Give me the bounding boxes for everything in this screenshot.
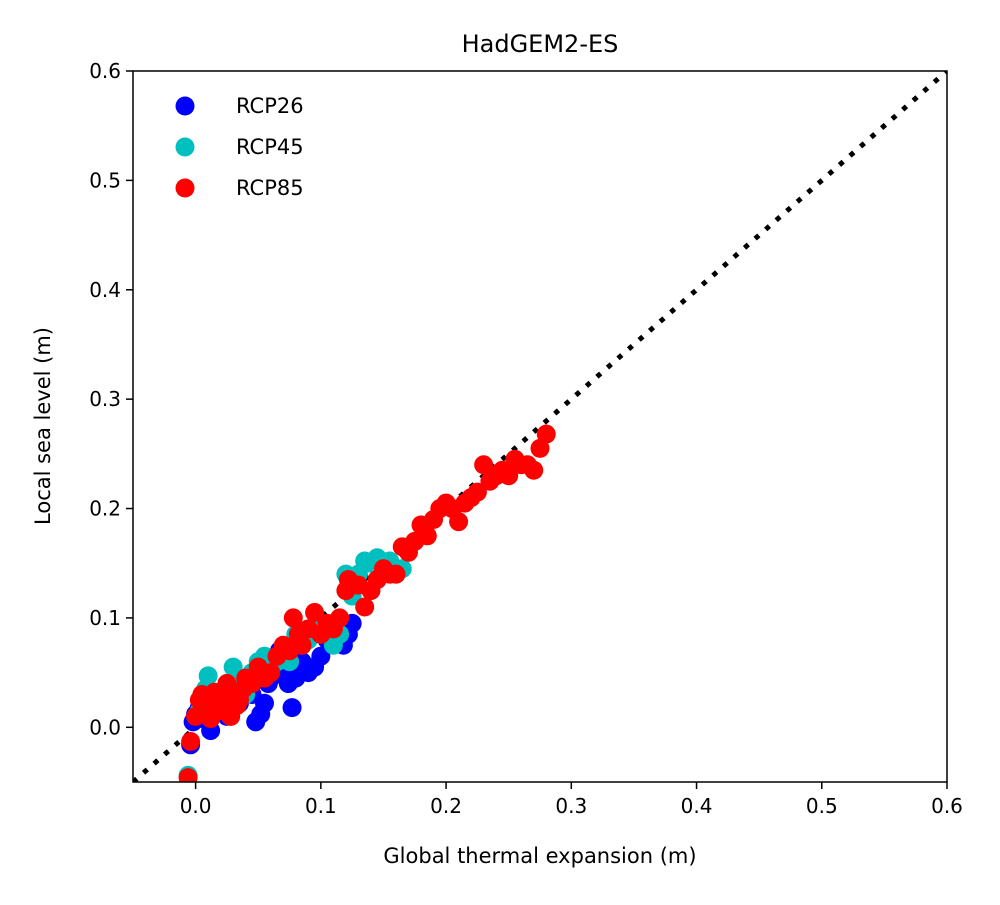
data-point [536, 424, 556, 444]
data-point [261, 663, 281, 683]
x-tick-label: 0.2 [430, 794, 462, 818]
y-tick-label: 0.1 [89, 606, 121, 630]
x-tick-label: 0.4 [681, 794, 713, 818]
legend-label: RCP45 [236, 135, 304, 159]
legend-label: RCP26 [236, 94, 304, 118]
legend-label: RCP85 [236, 176, 304, 200]
y-tick-label: 0.6 [89, 59, 121, 83]
data-point [178, 768, 198, 782]
legend-marker [175, 137, 195, 157]
data-point [305, 602, 325, 622]
x-tick-label: 0.3 [555, 794, 587, 818]
data-point [524, 460, 544, 480]
x-axis-title: Global thermal expansion (m) [383, 844, 696, 868]
legend-marker [175, 178, 195, 198]
y-tick-label: 0.3 [89, 387, 121, 411]
data-point [386, 564, 406, 584]
data-point [283, 608, 303, 628]
y-axis-title: Local sea level (m) [31, 327, 55, 525]
plot-content [133, 71, 947, 782]
reference-line [133, 71, 947, 782]
x-tick-label: 0.6 [931, 794, 963, 818]
legend-item-rcp26: RCP26 [175, 94, 304, 118]
series-rcp85 [178, 424, 556, 782]
legend: RCP26 RCP45 RCP85 [175, 94, 304, 200]
data-point [198, 666, 218, 686]
data-point [181, 732, 201, 752]
data-point [292, 635, 312, 655]
data-point [530, 438, 550, 458]
data-point [330, 608, 350, 628]
data-point [499, 466, 519, 486]
data-point [254, 693, 274, 713]
plot-area [133, 71, 947, 782]
data-point [282, 698, 302, 718]
y-tick-label: 0.4 [89, 278, 121, 302]
y-tick-label: 0.2 [89, 497, 121, 521]
legend-marker [175, 96, 195, 116]
x-tick-label: 0.5 [806, 794, 838, 818]
legend-item-rcp45: RCP45 [175, 135, 304, 159]
data-point [474, 455, 494, 475]
y-tick-label: 0.5 [89, 168, 121, 192]
plot-frame [132, 70, 948, 783]
x-axis: 0.0 0.1 0.2 0.3 0.4 0.5 0.6 [180, 782, 963, 818]
x-tick-label: 0.0 [180, 794, 212, 818]
data-point [355, 597, 375, 617]
legend-item-rcp85: RCP85 [175, 176, 304, 200]
chart-title: HadGEM2-ES [462, 30, 619, 58]
data-point [467, 482, 487, 502]
x-tick-label: 0.1 [305, 794, 337, 818]
data-point [449, 512, 469, 532]
y-axis: 0.0 0.1 0.2 0.3 0.4 0.5 0.6 [89, 59, 133, 739]
data-point [311, 646, 331, 666]
y-tick-label: 0.0 [89, 715, 121, 739]
data-point [417, 526, 437, 546]
